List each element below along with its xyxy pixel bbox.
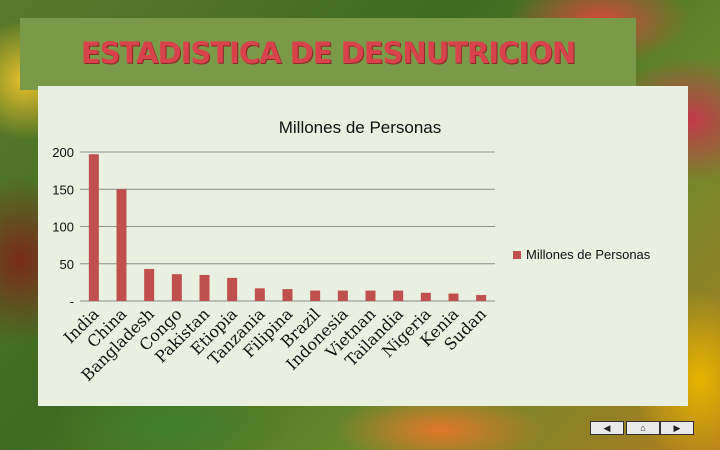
prev-slide-button[interactable]: ◀	[590, 421, 624, 435]
slide-title: ESTADISTICA DE DESNUTRICION	[80, 36, 576, 70]
bar	[88, 154, 99, 301]
title-band	[20, 18, 636, 90]
triangle-right-icon: ▶	[673, 423, 681, 433]
chart-panel	[38, 86, 688, 406]
y-tick-label: -	[70, 294, 74, 309]
bar	[171, 274, 182, 301]
bar	[254, 288, 265, 301]
y-axis-ticks: - 50 100 150 200	[52, 145, 74, 309]
bar	[448, 293, 459, 301]
y-tick-label: 150	[52, 182, 74, 197]
chart-legend: Millones de Personas	[513, 247, 651, 262]
bar	[227, 277, 238, 301]
legend-swatch	[513, 251, 521, 259]
y-tick-label: 50	[60, 257, 74, 272]
home-icon: ⌂	[640, 423, 646, 433]
bar	[116, 189, 127, 301]
y-tick-label: 100	[52, 220, 74, 235]
bar	[365, 290, 376, 301]
bar	[337, 290, 348, 301]
y-tick-label: 200	[52, 145, 74, 160]
home-button[interactable]: ⌂	[626, 421, 660, 435]
chart-bars	[88, 154, 487, 301]
bar	[199, 274, 210, 301]
x-axis-labels: IndiaChinaBangladeshCongoPakistanEtiopia…	[60, 304, 490, 385]
bar	[420, 292, 431, 301]
triangle-left-icon: ◀	[603, 423, 611, 433]
legend-label: Millones de Personas	[526, 247, 651, 262]
chart-gridlines	[80, 151, 495, 302]
bar	[310, 290, 321, 301]
next-slide-button[interactable]: ▶	[660, 421, 694, 435]
chart-title: Millones de Personas	[279, 118, 442, 137]
bar	[393, 290, 404, 301]
bar	[144, 268, 155, 301]
bar	[282, 289, 293, 301]
bar	[476, 295, 487, 301]
